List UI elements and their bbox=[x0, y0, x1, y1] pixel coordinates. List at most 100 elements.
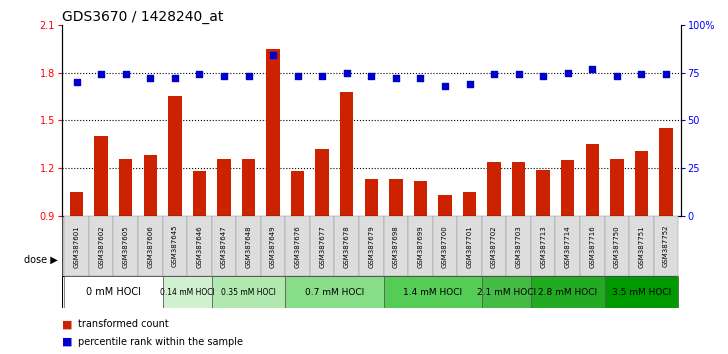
Text: GSM387679: GSM387679 bbox=[368, 225, 374, 268]
Point bbox=[218, 74, 230, 79]
Bar bbox=[315, 149, 329, 216]
Bar bbox=[114, 216, 138, 276]
Text: GSM387647: GSM387647 bbox=[221, 225, 227, 268]
Point bbox=[537, 74, 549, 79]
Bar bbox=[384, 276, 482, 308]
Text: 2.1 mM HOCl: 2.1 mM HOCl bbox=[477, 287, 536, 297]
Bar bbox=[580, 216, 604, 276]
Bar bbox=[531, 276, 604, 308]
Bar bbox=[537, 170, 550, 216]
Text: GSM387645: GSM387645 bbox=[172, 225, 178, 268]
Bar bbox=[334, 216, 359, 276]
Text: GSM387677: GSM387677 bbox=[319, 225, 325, 268]
Bar bbox=[310, 216, 334, 276]
Bar bbox=[507, 216, 531, 276]
Bar bbox=[217, 159, 231, 216]
Bar bbox=[95, 136, 108, 216]
Bar bbox=[291, 171, 304, 216]
Text: 2.8 mM HOCl: 2.8 mM HOCl bbox=[538, 287, 597, 297]
Text: GSM387698: GSM387698 bbox=[393, 225, 399, 268]
Bar bbox=[242, 159, 256, 216]
Bar bbox=[463, 192, 476, 216]
Bar bbox=[340, 92, 354, 216]
Bar bbox=[266, 49, 280, 216]
Text: 0.35 mM HOCl: 0.35 mM HOCl bbox=[221, 287, 276, 297]
Bar bbox=[212, 276, 285, 308]
Bar bbox=[236, 216, 261, 276]
Bar bbox=[119, 159, 132, 216]
Text: GSM387649: GSM387649 bbox=[270, 225, 276, 268]
Bar bbox=[512, 162, 526, 216]
Text: GSM387699: GSM387699 bbox=[417, 225, 424, 268]
Text: GSM387750: GSM387750 bbox=[614, 225, 620, 268]
Text: GSM387678: GSM387678 bbox=[344, 225, 349, 268]
Bar bbox=[138, 216, 162, 276]
Point bbox=[439, 83, 451, 89]
Bar bbox=[457, 216, 482, 276]
Bar bbox=[70, 192, 84, 216]
Point bbox=[611, 74, 622, 79]
Text: 0.14 mM HOCl: 0.14 mM HOCl bbox=[159, 287, 215, 297]
Text: GDS3670 / 1428240_at: GDS3670 / 1428240_at bbox=[62, 10, 223, 24]
Bar bbox=[408, 216, 432, 276]
Bar bbox=[414, 181, 427, 216]
Text: GSM387605: GSM387605 bbox=[123, 225, 129, 268]
Bar bbox=[384, 216, 408, 276]
Bar bbox=[482, 216, 507, 276]
Point bbox=[587, 66, 598, 72]
Text: GSM387752: GSM387752 bbox=[663, 225, 669, 268]
Bar bbox=[168, 97, 181, 216]
Bar bbox=[261, 216, 285, 276]
Bar bbox=[654, 216, 678, 276]
Point bbox=[317, 74, 328, 79]
Bar bbox=[285, 276, 384, 308]
Point bbox=[488, 72, 500, 77]
Text: GSM387702: GSM387702 bbox=[491, 225, 497, 268]
Bar bbox=[482, 276, 531, 308]
Text: GSM387606: GSM387606 bbox=[147, 225, 154, 268]
Text: percentile rank within the sample: percentile rank within the sample bbox=[78, 337, 243, 347]
Point bbox=[71, 79, 82, 85]
Bar bbox=[64, 276, 162, 308]
Text: 3.5 mM HOCl: 3.5 mM HOCl bbox=[612, 287, 671, 297]
Bar bbox=[635, 151, 648, 216]
Text: ■: ■ bbox=[62, 337, 72, 347]
Bar bbox=[585, 144, 599, 216]
Bar bbox=[438, 195, 451, 216]
Point bbox=[341, 70, 352, 75]
Point bbox=[242, 74, 254, 79]
Text: GSM387700: GSM387700 bbox=[442, 225, 448, 268]
Bar bbox=[359, 216, 384, 276]
Bar bbox=[531, 216, 555, 276]
Point bbox=[144, 75, 156, 81]
Text: GSM387602: GSM387602 bbox=[98, 225, 104, 268]
Bar bbox=[604, 276, 678, 308]
Bar bbox=[193, 171, 206, 216]
Bar bbox=[365, 179, 378, 216]
Point bbox=[95, 72, 107, 77]
Bar bbox=[555, 216, 580, 276]
Point bbox=[267, 52, 279, 58]
Text: GSM387676: GSM387676 bbox=[295, 225, 301, 268]
Point bbox=[464, 81, 475, 87]
Text: GSM387751: GSM387751 bbox=[638, 225, 644, 268]
Text: ■: ■ bbox=[62, 319, 72, 329]
Text: dose ▶: dose ▶ bbox=[25, 255, 58, 265]
Point bbox=[636, 72, 647, 77]
Point bbox=[562, 70, 574, 75]
Bar bbox=[143, 155, 157, 216]
Bar bbox=[432, 216, 457, 276]
Point bbox=[660, 72, 672, 77]
Text: 0 mM HOCl: 0 mM HOCl bbox=[86, 287, 141, 297]
Text: GSM387701: GSM387701 bbox=[467, 225, 472, 268]
Text: transformed count: transformed count bbox=[78, 319, 169, 329]
Bar bbox=[212, 216, 236, 276]
Bar bbox=[610, 159, 624, 216]
Point bbox=[365, 74, 377, 79]
Text: GSM387648: GSM387648 bbox=[245, 225, 251, 268]
Bar bbox=[285, 216, 310, 276]
Point bbox=[414, 75, 426, 81]
Point bbox=[120, 72, 132, 77]
Point bbox=[194, 72, 205, 77]
Bar bbox=[64, 216, 89, 276]
